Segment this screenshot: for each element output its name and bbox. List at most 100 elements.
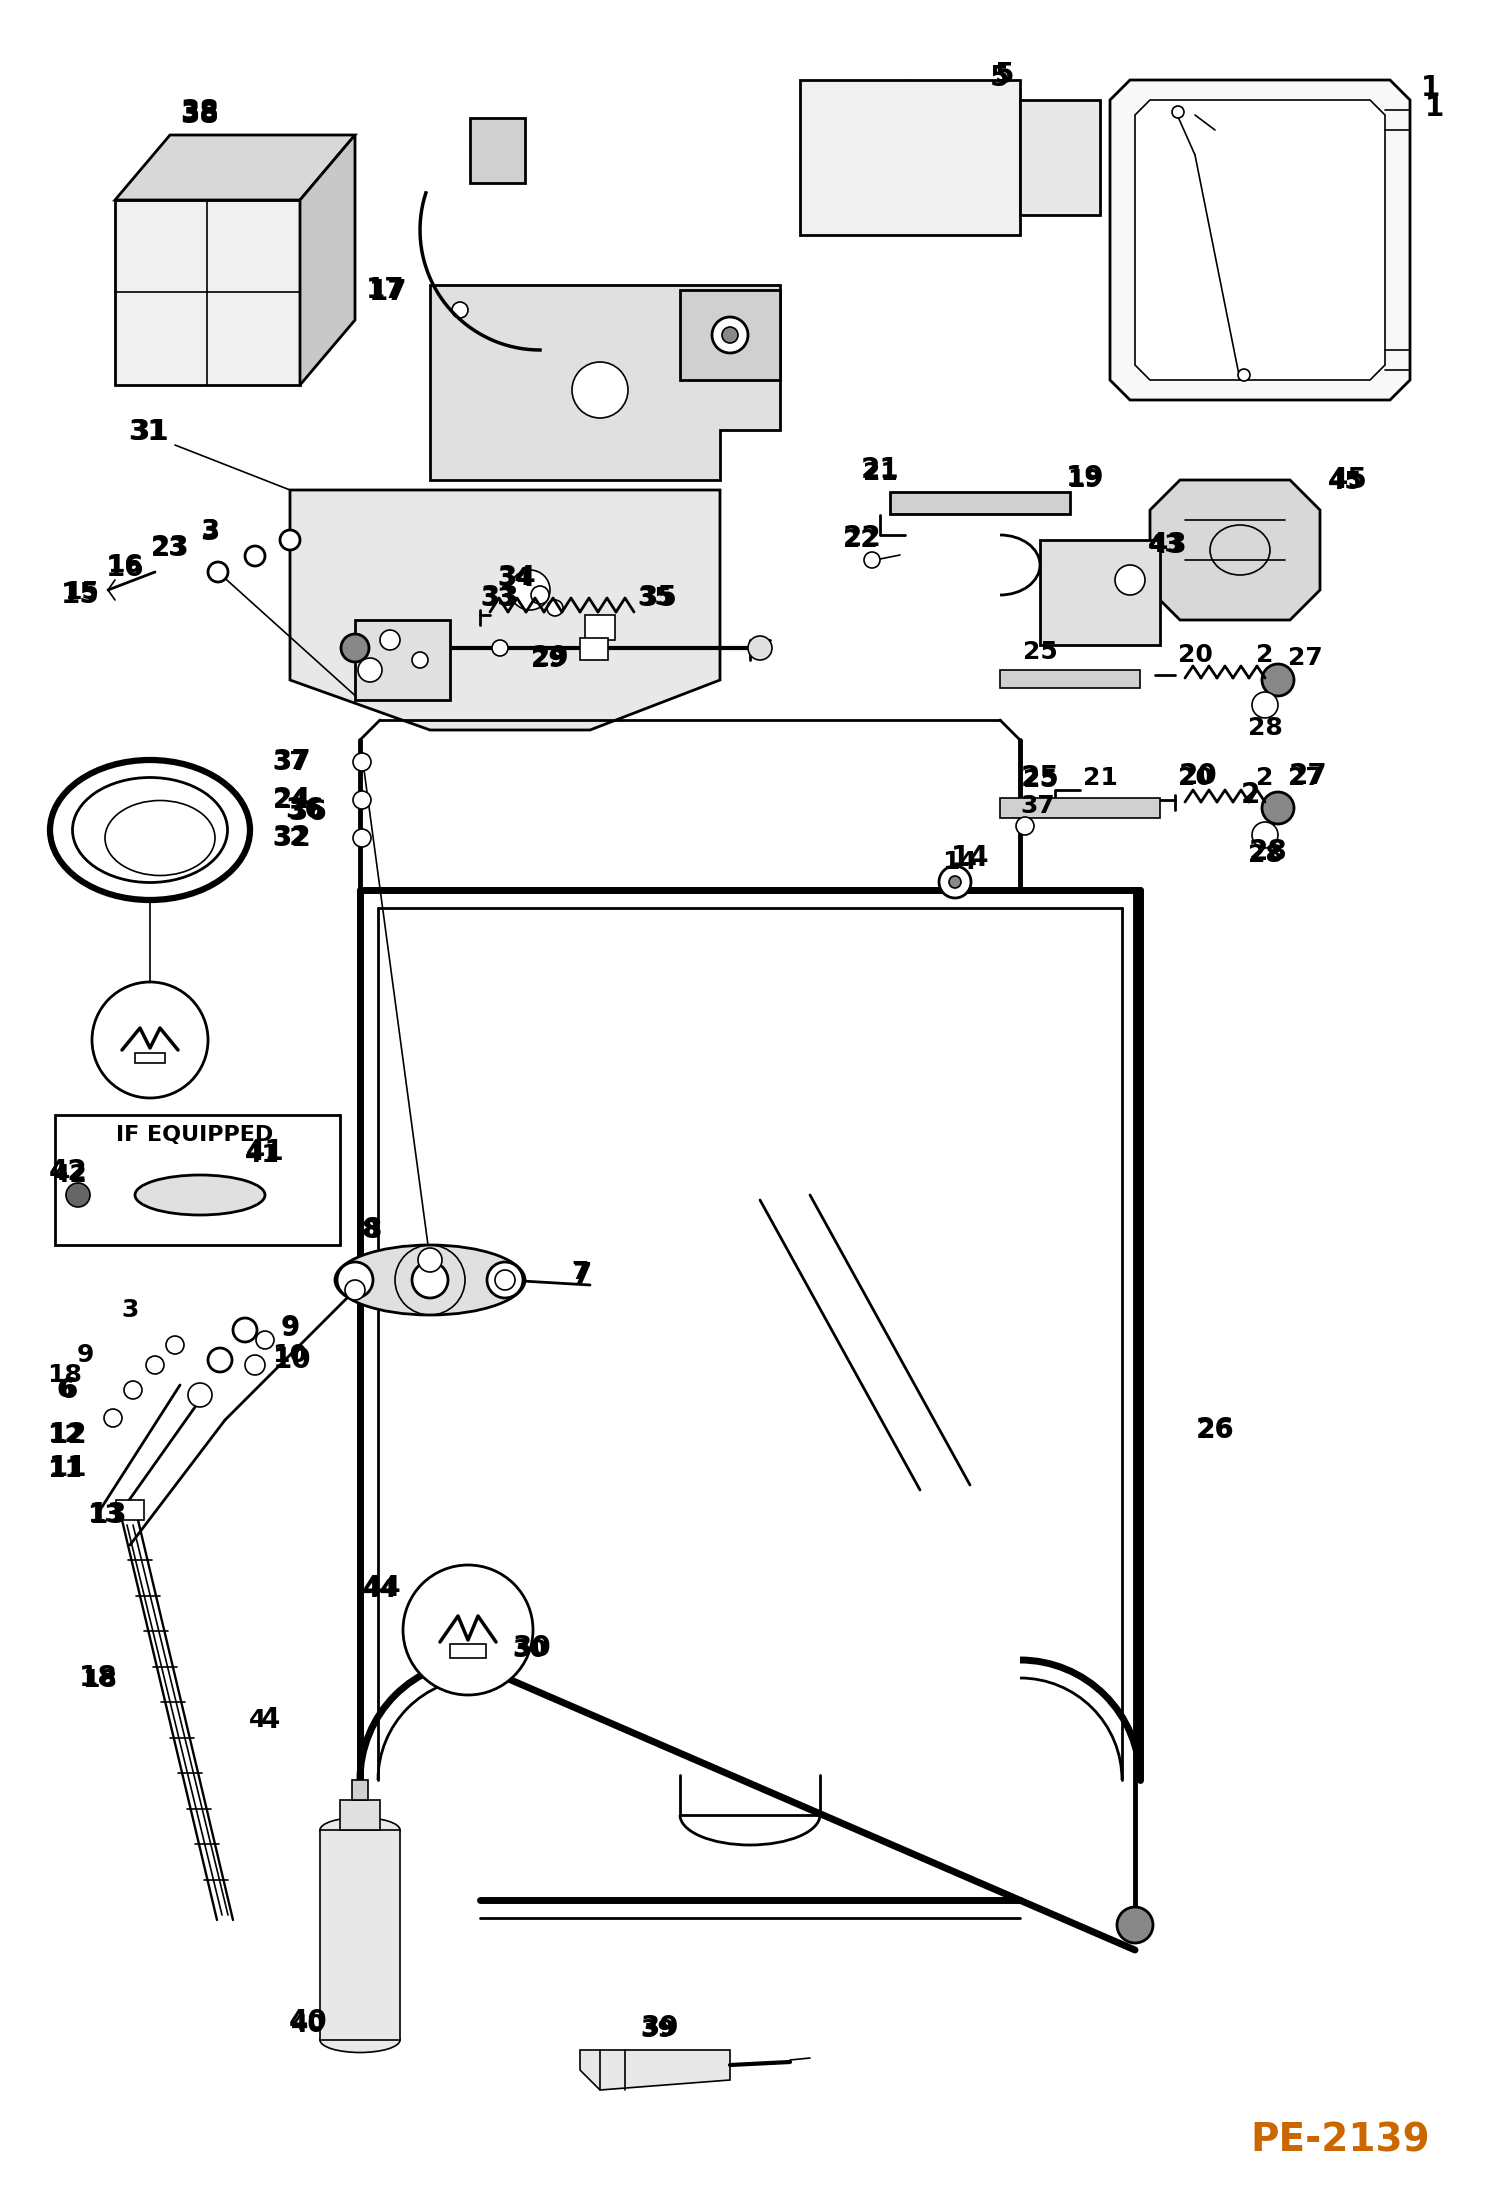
Text: 6: 6 [57, 1377, 73, 1401]
Circle shape [246, 1355, 265, 1375]
Text: 34: 34 [497, 566, 532, 590]
Text: 22: 22 [842, 529, 878, 553]
Text: IF EQUIPPED: IF EQUIPPED [117, 1125, 274, 1145]
Circle shape [403, 1566, 533, 1695]
Circle shape [412, 1261, 448, 1298]
Text: 38: 38 [181, 99, 219, 125]
Circle shape [354, 792, 372, 809]
Text: 20: 20 [1177, 643, 1212, 667]
Text: 2: 2 [1240, 781, 1260, 809]
Text: 27: 27 [1288, 765, 1323, 789]
Polygon shape [1135, 101, 1386, 379]
Bar [1001, 671, 1140, 689]
Text: 16: 16 [108, 553, 142, 577]
Circle shape [1237, 368, 1249, 382]
Text: 27: 27 [1288, 761, 1327, 789]
Circle shape [950, 875, 962, 888]
Text: 17: 17 [369, 279, 407, 307]
Circle shape [547, 601, 563, 616]
Polygon shape [1110, 79, 1410, 399]
Text: 25: 25 [1023, 640, 1058, 664]
Ellipse shape [135, 1175, 265, 1215]
Bar [470, 118, 524, 182]
Text: 40: 40 [289, 2009, 328, 2035]
Text: 28: 28 [1248, 715, 1282, 739]
Circle shape [145, 1355, 163, 1375]
Circle shape [208, 1349, 232, 1373]
Circle shape [208, 561, 228, 581]
Text: 32: 32 [273, 827, 307, 851]
Text: 41: 41 [246, 1138, 285, 1167]
Text: 30: 30 [512, 1634, 551, 1662]
Text: 39: 39 [641, 2013, 679, 2042]
Circle shape [358, 658, 382, 682]
Text: 29: 29 [530, 647, 565, 671]
Text: 24: 24 [273, 785, 312, 814]
Text: 9: 9 [280, 1314, 300, 1342]
Bar [55, 1114, 340, 1246]
Text: 12: 12 [49, 1421, 87, 1450]
Circle shape [234, 1318, 258, 1342]
Text: 19: 19 [1068, 467, 1103, 491]
Ellipse shape [336, 1246, 524, 1316]
Text: 14: 14 [942, 851, 977, 875]
Circle shape [864, 553, 879, 568]
Circle shape [494, 1270, 515, 1289]
Text: 9: 9 [76, 1342, 94, 1366]
Circle shape [189, 1384, 213, 1408]
Text: 10: 10 [273, 1342, 307, 1366]
Text: 18: 18 [79, 1664, 117, 1693]
Text: 44: 44 [363, 1579, 397, 1603]
Text: 28: 28 [1248, 842, 1282, 866]
Text: 42: 42 [48, 1158, 87, 1186]
Text: 3: 3 [201, 518, 220, 546]
Text: PE-2139: PE-2139 [1251, 2121, 1429, 2158]
Text: 43: 43 [1147, 533, 1182, 557]
Text: 15: 15 [60, 581, 99, 610]
Text: 31: 31 [130, 419, 169, 445]
Text: 40: 40 [291, 2013, 325, 2037]
Polygon shape [115, 136, 355, 200]
Circle shape [354, 829, 372, 846]
Bar [580, 638, 608, 660]
Text: 7: 7 [571, 1261, 589, 1283]
Text: 20: 20 [1179, 761, 1218, 789]
Text: 25: 25 [1023, 768, 1058, 792]
Text: 13: 13 [87, 1502, 123, 1526]
Text: 23: 23 [151, 535, 186, 559]
Circle shape [342, 634, 369, 662]
Text: 22: 22 [842, 524, 881, 553]
Text: 18: 18 [82, 1669, 117, 1693]
Polygon shape [1150, 480, 1320, 621]
Text: 21: 21 [1083, 765, 1118, 789]
Bar [890, 491, 1070, 513]
Text: 43: 43 [1149, 531, 1188, 559]
Polygon shape [291, 489, 721, 730]
Text: 1: 1 [1426, 94, 1444, 123]
Circle shape [939, 866, 971, 897]
Circle shape [1115, 566, 1144, 594]
Text: 5: 5 [995, 61, 1014, 90]
Circle shape [491, 640, 508, 656]
Circle shape [530, 586, 548, 603]
Text: 41: 41 [244, 1143, 280, 1167]
Text: 23: 23 [151, 535, 189, 561]
Circle shape [337, 1261, 373, 1298]
Circle shape [354, 752, 372, 772]
Bar [800, 79, 1020, 235]
Bar [449, 1645, 485, 1658]
Text: 36: 36 [289, 798, 328, 827]
Bar [135, 1053, 165, 1064]
Text: 21: 21 [863, 461, 897, 485]
Ellipse shape [321, 2029, 400, 2053]
Text: 21: 21 [861, 456, 899, 485]
Text: 31: 31 [129, 419, 168, 445]
Text: 35: 35 [638, 586, 673, 610]
Text: 42: 42 [52, 1162, 87, 1186]
Text: 17: 17 [366, 276, 404, 305]
Circle shape [345, 1281, 366, 1300]
Text: 26: 26 [1197, 1419, 1233, 1443]
Text: 11: 11 [48, 1458, 82, 1482]
Circle shape [103, 1408, 121, 1428]
Bar [355, 621, 449, 700]
